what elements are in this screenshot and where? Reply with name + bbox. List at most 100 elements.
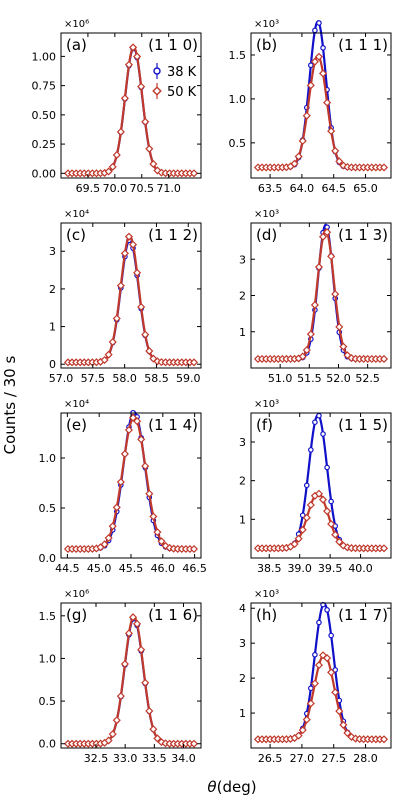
data-point-50K <box>149 725 158 734</box>
data-point-50K <box>137 435 146 444</box>
x-tick-label: 32.5 <box>84 752 109 765</box>
axes-frame <box>60 602 202 749</box>
data-point-50K <box>112 503 121 512</box>
x-tick-label: 38.5 <box>257 562 282 575</box>
data-point-50K <box>116 127 125 136</box>
data-point-50K <box>189 739 199 748</box>
panel-label: (h) <box>256 606 277 624</box>
data-point-38K <box>328 498 334 505</box>
axes-frame <box>60 32 202 179</box>
data-point-50K <box>310 300 319 309</box>
data-point-50K <box>137 302 146 312</box>
series-line-38K <box>68 617 194 745</box>
data-point-38K <box>312 651 318 658</box>
x-tick-label: 59.0 <box>176 372 201 385</box>
panel-b: 63.5 64.0 64.5 65.0 0.5 1.0 1.5 ×10³ (b) (1 1 1) <box>229 19 392 195</box>
x-tick-label: 69.5 <box>76 182 101 195</box>
x-tick-label: 70.0 <box>103 182 128 195</box>
panel-a: 69.5 70.0 70.5 71.0 0.00 0.25 0.50 0.75 1.00 ×10⁶… <box>32 19 202 195</box>
data-point-50K <box>302 346 311 355</box>
y-tick-label: 1.0 <box>39 652 57 665</box>
x-tick-label: 26.5 <box>258 752 283 765</box>
data-point-50K <box>379 163 389 172</box>
y-tick-label: 0.50 <box>32 109 57 122</box>
data-point-38K <box>316 20 322 26</box>
data-point-50K <box>318 69 328 78</box>
data-point-50K <box>133 619 142 628</box>
axis-multiplier: ×10³ <box>254 589 279 600</box>
x-tick-label: 64.5 <box>321 182 346 195</box>
x-tick-label: 57.0 <box>49 372 74 385</box>
hkl-label: (1 1 6) <box>148 606 198 624</box>
data-point-50K <box>379 354 389 363</box>
data-point-38K <box>324 464 330 471</box>
y-tick-label: 2 <box>239 672 246 685</box>
data-point-50K <box>128 43 138 52</box>
data-point-50K <box>339 720 348 729</box>
axes-frame <box>60 412 202 559</box>
data-point-50K <box>335 707 344 716</box>
x-tick-label: 28.0 <box>353 752 378 765</box>
y-tick-label: 1.00 <box>32 50 57 63</box>
x-tick-label: 65.0 <box>353 182 378 195</box>
data-point-50K <box>157 537 166 546</box>
data-point-50K <box>294 731 303 740</box>
axis-multiplier: ×10⁶ <box>64 589 89 600</box>
data-point-50K <box>310 679 319 688</box>
axis-multiplier: ×10⁴ <box>64 209 89 220</box>
data-point-38K <box>308 447 314 453</box>
x-tick-label: 33.0 <box>113 752 138 765</box>
data-point-50K <box>323 98 332 107</box>
data-point-50K <box>104 350 113 359</box>
data-point-50K <box>153 734 162 743</box>
panel-d: 51.0 51.5 52.0 52.5 1 2 3 ×10³ (d) (1 1 3) <box>239 209 392 385</box>
panel-label: (c) <box>66 226 86 244</box>
panel-h: 26.5 27.0 27.5 28.0 1 2 3 4 ×10³ (h) (1 1 7) <box>239 589 392 765</box>
data-point-50K <box>108 162 117 171</box>
data-point-50K <box>306 699 315 708</box>
y-tick-label: 0.5 <box>229 137 247 150</box>
data-point-50K <box>104 736 113 745</box>
hkl-label: (1 1 5) <box>338 416 388 434</box>
data-point-50K <box>149 354 158 363</box>
panel-label: (d) <box>256 226 277 244</box>
x-tick-label: 45.0 <box>87 562 112 575</box>
data-point-50K <box>314 52 324 61</box>
data-point-50K <box>298 352 307 361</box>
data-point-50K <box>124 60 134 69</box>
y-tick-label: 0.5 <box>39 502 57 515</box>
data-point-38K <box>312 27 318 34</box>
y-tick-label: 3 <box>239 637 246 650</box>
data-point-50K <box>379 544 389 553</box>
data-point-50K <box>153 528 162 537</box>
data-point-50K <box>145 706 154 716</box>
hkl-label: (1 1 0) <box>148 36 198 54</box>
x-tick-label: 27.5 <box>321 752 346 765</box>
x-tick-label: 46.5 <box>182 562 207 575</box>
y-tick-label: 3 <box>239 436 246 449</box>
x-tick-label: 58.5 <box>144 372 169 385</box>
data-point-50K <box>318 232 328 241</box>
data-point-50K <box>189 358 199 367</box>
data-point-38K <box>299 512 306 519</box>
y-tick-label: 3 <box>49 245 56 258</box>
x-tick-label: 40.0 <box>348 562 373 575</box>
data-point-38K <box>316 412 322 419</box>
panel-g: 32.5 33.0 33.5 34.0 0.0 0.5 1.0 1.5 ×10⁶ (g) (1 1 … <box>39 589 202 765</box>
x-tick-label: 71.0 <box>156 182 181 195</box>
y-tick-label: 2 <box>239 475 246 488</box>
data-point-50K <box>339 161 348 170</box>
y-tick-label: 1 <box>239 513 246 526</box>
x-tick-label: 39.0 <box>287 562 312 575</box>
x-tick-label: 27.0 <box>290 752 315 765</box>
data-point-50K <box>116 692 125 701</box>
data-point-50K <box>124 629 134 638</box>
data-point-50K <box>343 728 352 738</box>
y-tick-label: 1 <box>49 321 56 334</box>
x-tick-label: 52.0 <box>326 372 351 385</box>
data-point-38K <box>308 685 314 692</box>
data-point-38K <box>316 619 322 626</box>
data-point-50K <box>335 537 344 546</box>
hkl-label: (1 1 7) <box>338 606 388 624</box>
